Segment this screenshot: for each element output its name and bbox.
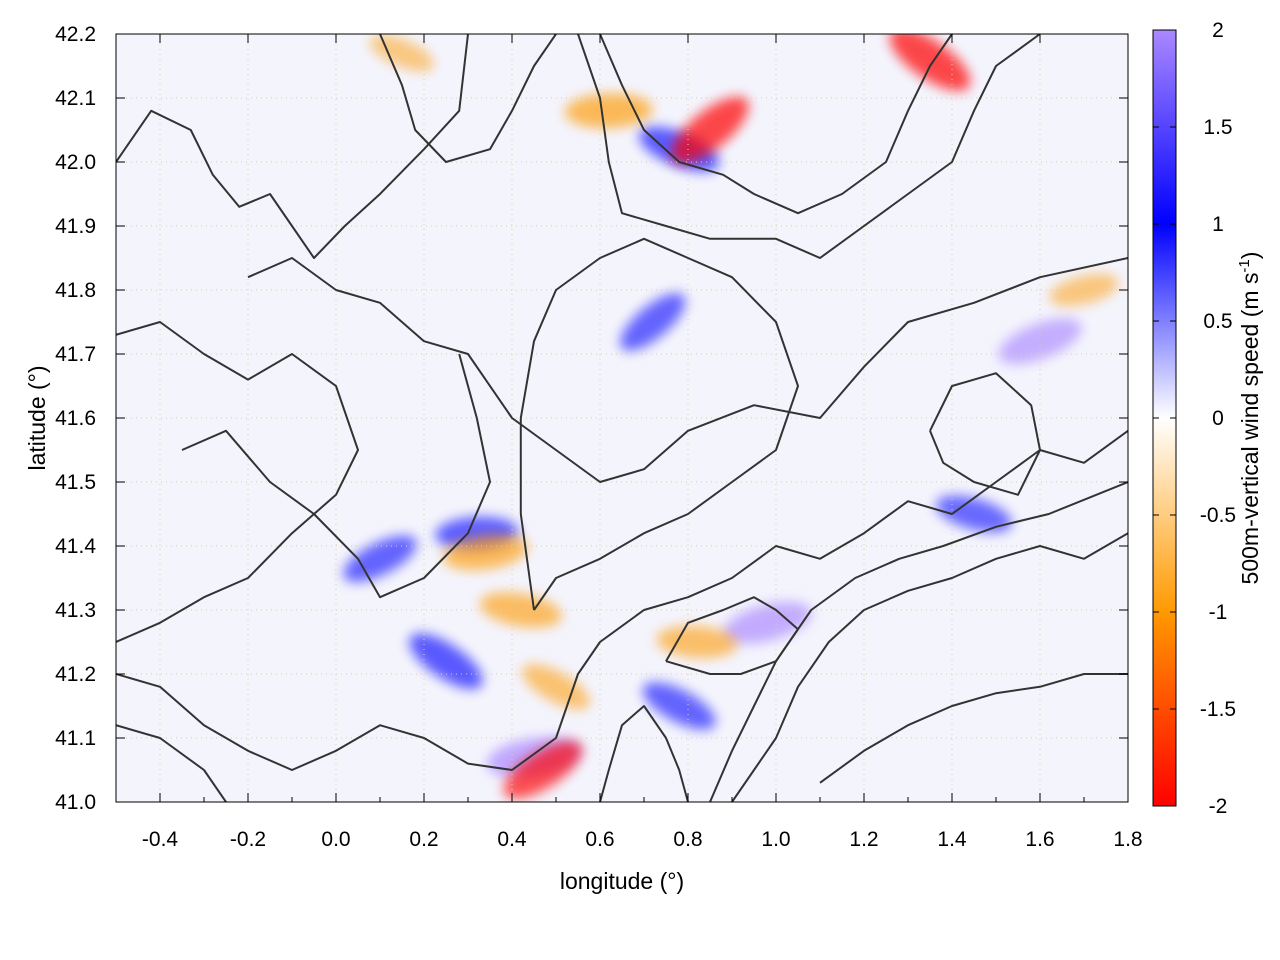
wind-cell-downdraft: [479, 592, 562, 628]
terrain-contour: [819, 673, 1128, 784]
terrain-contour: [116, 321, 359, 643]
colorbar-title-main: 500m-vertical wind speed (m s: [1237, 273, 1263, 585]
y-tick-label: 41.4: [55, 535, 96, 558]
x-tick-label: -0.2: [230, 828, 266, 851]
x-tick-label: 1.6: [1025, 828, 1054, 851]
wind-cell-downdraft: [671, 96, 749, 164]
terrain-contour: [731, 532, 1128, 802]
x-tick-label: 1.8: [1113, 828, 1142, 851]
terrain-contour: [116, 34, 469, 259]
colorbar-title-sup: -1: [1236, 259, 1253, 272]
wind-cell-updraft: [620, 293, 686, 351]
x-tick-label: 0.0: [321, 828, 350, 851]
wind-cell-updraft: [936, 495, 1012, 533]
colorbar-tick-label: 1.5: [1203, 116, 1232, 139]
x-tick-label: 1.4: [937, 828, 967, 851]
y-tick-label: 41.3: [55, 599, 96, 622]
terrain-contour: [929, 372, 1041, 496]
wind-cell-downdraft: [443, 534, 529, 571]
x-tick-label: 0.6: [585, 828, 614, 851]
y-axis: 41.0 41.1 41.2 41.3 41.4 41.5 41.6 41.7 41.8 41.9…: [55, 23, 1128, 814]
wind-cell-downdraft: [521, 664, 591, 710]
colorbar-tick-label: -0.5: [1200, 504, 1236, 527]
colorbar-tick-label: 1: [1212, 213, 1224, 236]
y-tick-label: 41.5: [55, 471, 96, 494]
wind-cell-updraft: [409, 633, 483, 689]
terrain-contour: [116, 429, 1128, 771]
terrain-contour: [379, 34, 557, 163]
colorbar: 2 1.5 1 0.5 0 -0.5 -1 -1.5 -2: [1152, 19, 1236, 818]
terrain-contour: [577, 34, 1041, 259]
x-tick-label: 0.8: [673, 828, 702, 851]
y-tick-label: 41.6: [55, 407, 96, 430]
colorbar-tick-label: 0.5: [1203, 310, 1232, 333]
colorbar-title: 500m-vertical wind speed (m s-1): [1236, 252, 1263, 585]
wind-field: [343, 34, 1119, 799]
colorbar-tick-label: 2: [1212, 19, 1224, 42]
x-tick-label: 1.0: [761, 828, 790, 851]
plot-area: [115, 33, 1129, 803]
wind-cell-updraft: [642, 682, 716, 730]
terrain-contour: [247, 257, 1128, 483]
terrain-contour: [181, 353, 491, 599]
y-tick-label: 41.9: [55, 215, 96, 238]
wind-cell-downdraft: [369, 34, 435, 72]
wind-cell-updraft: [343, 535, 417, 583]
x-tick-label: 0.4: [497, 828, 527, 851]
wind-cell-downdraft: [656, 625, 738, 659]
x-tick-label: 0.2: [409, 828, 438, 851]
wind-cell-updraft: [998, 318, 1082, 364]
colorbar-ticks: 2 1.5 1 0.5 0 -0.5 -1 -1.5 -2: [1153, 19, 1236, 818]
terrain-contours: [116, 34, 1128, 802]
wind-cell-downdraft: [889, 34, 971, 92]
y-tick-label: 42.0: [55, 151, 96, 174]
wind-cell-downdraft: [1049, 273, 1119, 307]
colorbar-tick-label: -1.5: [1200, 698, 1236, 721]
x-axis: -0.4 -0.2 0.0 0.2 0.4 0.6 0.8 1.0 1.2 1.4 1.6 1.8: [115, 34, 1143, 851]
y-tick-label: 41.1: [55, 727, 96, 750]
terrain-contour: [599, 34, 953, 215]
terrain-contour: [599, 705, 689, 802]
x-axis-title: longitude (°): [560, 868, 684, 894]
x-tick-label: -0.4: [142, 828, 179, 851]
y-tick-label: 41.0: [55, 791, 96, 814]
colorbar-title-end: ): [1237, 252, 1263, 260]
terrain-contour: [709, 481, 1128, 802]
y-axis-title: latitude (°): [24, 365, 50, 470]
y-tick-label: 41.8: [55, 279, 96, 302]
y-tick-label: 42.1: [55, 87, 96, 110]
wind-cell-downdraft: [503, 741, 582, 799]
colorbar-tick-label: -1: [1209, 601, 1228, 624]
colorbar-tick-label: 0: [1212, 407, 1224, 430]
x-tick-label: 1.2: [849, 828, 878, 851]
y-tick-label: 42.2: [55, 23, 96, 46]
colorbar-tick-label: -2: [1209, 795, 1228, 818]
grid: [116, 34, 1128, 802]
y-tick-label: 41.7: [55, 343, 96, 366]
terrain-contour: [519, 237, 799, 611]
terrain-contour: [665, 596, 799, 675]
terrain-contour: [116, 724, 227, 802]
y-tick-label: 41.2: [55, 663, 96, 686]
wind-cell-updraft: [723, 601, 812, 644]
